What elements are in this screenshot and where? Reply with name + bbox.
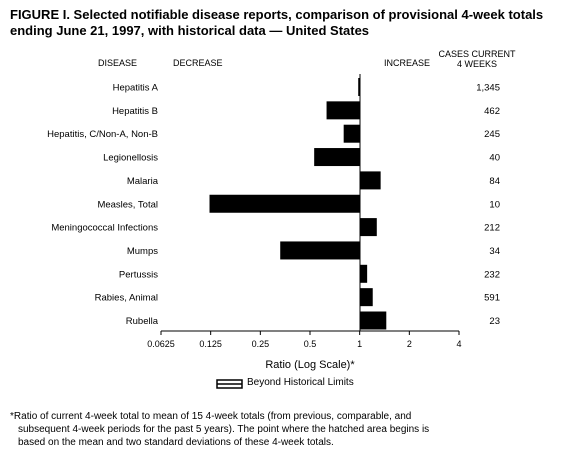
decrease-header: DECREASE: [173, 58, 223, 68]
x-tick-label-6: 4: [456, 339, 461, 349]
case-count-4: 84: [489, 176, 500, 187]
footnote: *Ratio of current 4-week total to mean o…: [10, 410, 558, 449]
bar-6: [359, 218, 377, 237]
case-count-0: 1,345: [476, 83, 500, 94]
x-tick-label-1: 0.125: [199, 339, 222, 349]
bar-10: [359, 311, 387, 330]
footnote-line-3: based on the mean and two standard devia…: [18, 437, 334, 448]
footnote-line-1: Ratio of current 4-week total to mean of…: [13, 411, 412, 422]
case-count-5: 10: [489, 199, 500, 210]
case-count-6: 212: [484, 223, 500, 234]
x-axis-label: Ratio (Log Scale)*: [265, 359, 355, 371]
bar-1: [326, 101, 360, 120]
category-label-7: Mumps: [127, 246, 158, 257]
case-count-2: 245: [484, 129, 500, 140]
case-count-1: 462: [484, 106, 500, 117]
case-count-labels: 1,345 462 245 40 84 10 212 34 232 591 23: [476, 83, 500, 328]
bars-group: [209, 78, 387, 330]
bar-3: [314, 148, 360, 167]
x-axis-ticks: 0.0625 0.125 0.25 0.5 1 2 4: [147, 331, 462, 349]
category-label-10: Rubella: [126, 316, 159, 327]
increase-header: INCREASE: [384, 58, 430, 68]
category-label-1: Hepatitis B: [112, 106, 158, 117]
x-tick-label-5: 2: [407, 339, 412, 349]
cases-header-line1: CASES CURRENT: [438, 49, 516, 59]
legend-label: Beyond Historical Limits: [247, 377, 354, 388]
bar-9: [359, 288, 373, 307]
footnote-mark: *: [10, 411, 14, 422]
bar-8: [359, 264, 368, 283]
cases-header-line2: 4 WEEKS: [457, 59, 497, 69]
category-label-8: Pertussis: [119, 269, 158, 280]
figure-title: FIGURE I. Selected notifiable disease re…: [10, 7, 544, 38]
x-tick-label-2: 0.25: [252, 339, 270, 349]
footnote-line-2: subsequent 4-week periods for the past 5…: [18, 424, 430, 435]
case-count-10: 23: [489, 316, 500, 327]
category-label-3: Legionellosis: [103, 153, 158, 164]
category-label-2: Hepatitis, C/Non-A, Non-B: [47, 129, 158, 140]
x-tick-label-4: 1: [357, 339, 362, 349]
category-label-5: Measles, Total: [97, 199, 158, 210]
bar-7: [280, 241, 360, 260]
x-tick-label-0: 0.0625: [147, 339, 175, 349]
category-label-9: Rabies, Animal: [95, 293, 158, 304]
category-label-6: Meningococcal Infections: [51, 223, 158, 234]
case-count-3: 40: [489, 153, 500, 164]
bar-0: [358, 78, 360, 96]
category-label-4: Malaria: [127, 176, 159, 187]
case-count-8: 232: [484, 269, 500, 280]
case-count-9: 591: [484, 293, 500, 304]
disease-header: DISEASE: [98, 58, 137, 68]
bar-2: [343, 124, 360, 143]
category-label-0: Hepatitis A: [113, 83, 159, 94]
category-labels: Hepatitis A Hepatitis B Hepatitis, C/Non-A…: [47, 83, 159, 328]
case-count-7: 34: [489, 246, 500, 257]
bar-5: [209, 194, 360, 213]
bar-4: [359, 171, 381, 190]
x-tick-label-3: 0.5: [304, 339, 317, 349]
